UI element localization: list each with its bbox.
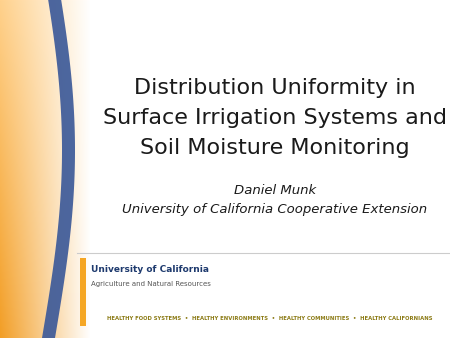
Polygon shape	[42, 0, 75, 338]
Text: Soil Moisture Monitoring: Soil Moisture Monitoring	[140, 138, 410, 158]
Text: Daniel Munk: Daniel Munk	[234, 184, 316, 196]
Text: HEALTHY FOOD SYSTEMS  •  HEALTHY ENVIRONMENTS  •  HEALTHY COMMUNITIES  •  HEALTH: HEALTHY FOOD SYSTEMS • HEALTHY ENVIRONME…	[107, 315, 433, 320]
Bar	[80, 258, 86, 326]
Text: Agriculture and Natural Resources: Agriculture and Natural Resources	[91, 281, 211, 287]
Text: Distribution Uniformity in: Distribution Uniformity in	[134, 78, 416, 98]
Text: University of California Cooperative Extension: University of California Cooperative Ext…	[122, 203, 428, 217]
Text: Surface Irrigation Systems and: Surface Irrigation Systems and	[103, 108, 447, 128]
Text: University of California: University of California	[91, 266, 209, 274]
